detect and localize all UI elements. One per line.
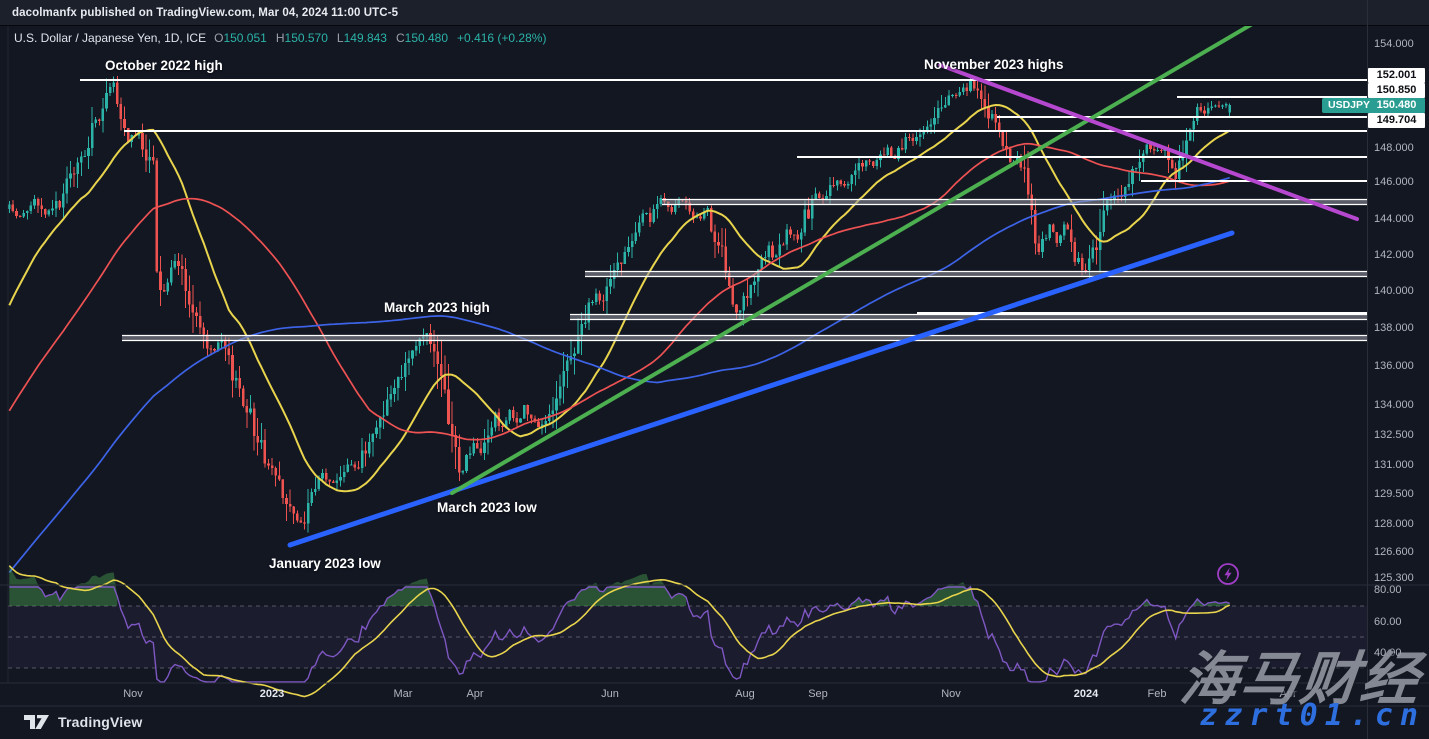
footer-branding[interactable]: TradingView <box>24 714 142 730</box>
low-label: L <box>336 31 344 45</box>
symbol-price-badge: USDJPY <box>1322 97 1377 113</box>
price-tick: 136.000 <box>1374 360 1414 372</box>
price-tick: 125.300 <box>1374 572 1414 584</box>
price-tick: 144.000 <box>1374 213 1414 225</box>
rsi-scale-tick: 40.00 <box>1374 647 1402 659</box>
ohlc-values: O150.051 H150.570 L149.843 C150.480 +0.4… <box>214 31 546 45</box>
drawing-price-label: 152.001 <box>1368 67 1425 83</box>
time-tick: 2023 <box>259 688 285 700</box>
annotation-march-2023-low[interactable]: March 2023 low <box>437 500 537 515</box>
price-axis[interactable]: 154.000 148.000 146.000 144.000 142.000 140.0… <box>1367 0 1429 739</box>
price-tick: 129.500 <box>1374 488 1414 500</box>
price-tick: 138.000 <box>1374 322 1414 334</box>
price-tick: 142.000 <box>1374 249 1414 261</box>
time-tick: 2024 <box>1073 688 1099 700</box>
price-tick: 131.000 <box>1374 459 1414 471</box>
annotation-march-2023-high[interactable]: March 2023 high <box>384 300 490 315</box>
time-tick: Aug <box>735 688 755 700</box>
close-label: C <box>395 31 405 45</box>
symbol-description: U.S. Dollar / Japanese Yen, 1D, ICE <box>14 31 207 45</box>
drawing-price-label: 149.704 <box>1368 112 1425 128</box>
price-tick: 140.000 <box>1374 285 1414 297</box>
time-tick: Mar <box>393 688 413 700</box>
time-tick: Nov <box>941 688 961 700</box>
watermark-domain: zzrt01.cn <box>1199 698 1425 733</box>
time-tick: Feb <box>1147 688 1167 700</box>
tradingview-logo-icon <box>24 715 49 729</box>
open-value: 150.051 <box>223 31 267 45</box>
rsi-scale-tick: 80.00 <box>1374 584 1402 596</box>
price-tick: 154.000 <box>1374 38 1414 50</box>
tradingview-logo-text: TradingView <box>58 714 143 730</box>
time-tick: Apr <box>1279 688 1297 700</box>
close-value: 150.480 <box>404 31 449 45</box>
price-tick: 146.000 <box>1374 176 1414 188</box>
publish-title: dacolmanfx published on TradingView.com,… <box>12 6 399 19</box>
current-price-label: 150.480 <box>1368 97 1425 113</box>
time-tick: Apr <box>466 688 484 700</box>
change-value: +0.416 (+0.28%) <box>457 31 547 45</box>
price-tick: 126.600 <box>1374 546 1414 558</box>
rsi-scale-tick: 60.00 <box>1374 616 1402 628</box>
price-tick: 128.000 <box>1374 518 1414 530</box>
high-label: H <box>275 31 285 45</box>
low-value: 149.843 <box>343 31 387 45</box>
price-tick: 132.500 <box>1374 429 1414 441</box>
publish-header: dacolmanfx published on TradingView.com,… <box>0 0 1429 26</box>
annotation-november-2023-highs[interactable]: November 2023 highs <box>924 57 1064 72</box>
lightning-bolt-icon[interactable] <box>1215 561 1241 587</box>
price-tick: 134.000 <box>1374 399 1414 411</box>
annotation-january-2023-low[interactable]: January 2023 low <box>269 556 381 571</box>
drawing-price-label: 150.850 <box>1368 82 1425 98</box>
symbol-legend[interactable]: U.S. Dollar / Japanese Yen, 1D, ICE O150… <box>14 31 546 45</box>
time-tick: Jun <box>601 688 619 700</box>
high-value: 150.570 <box>284 31 328 45</box>
time-tick: Nov <box>123 688 143 700</box>
time-tick: Sep <box>808 688 828 700</box>
price-tick: 148.000 <box>1374 142 1414 154</box>
annotation-october-2022-high[interactable]: October 2022 high <box>105 58 223 73</box>
open-label: O <box>214 31 224 45</box>
